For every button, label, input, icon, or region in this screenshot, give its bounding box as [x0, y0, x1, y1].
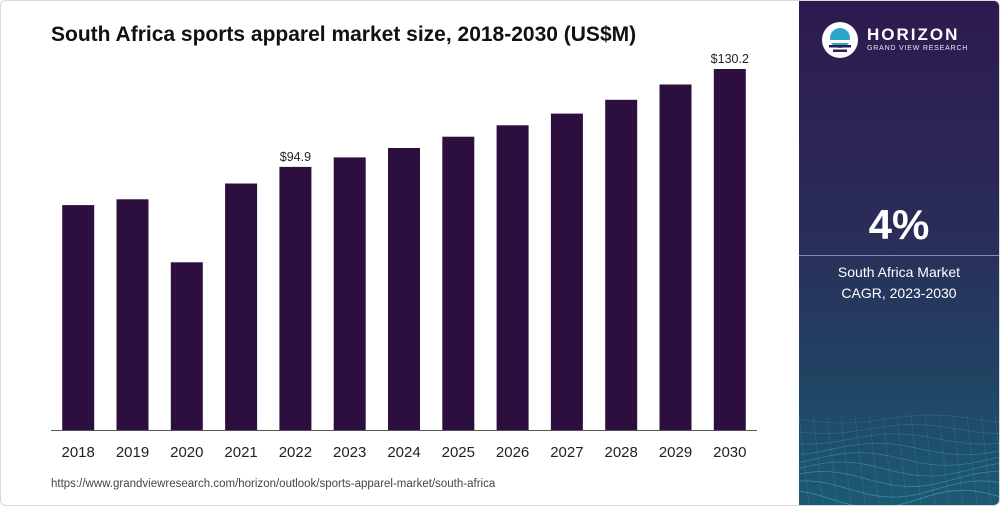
- x-tick-label: 2026: [496, 444, 529, 461]
- mesh-line: [799, 423, 999, 435]
- horizon-logo[interactable]: HORIZON GRAND VIEW RESEARCH: [821, 21, 968, 59]
- mesh-line: [994, 414, 999, 455]
- bar-2021: [225, 183, 258, 430]
- bar-2019: [116, 199, 149, 430]
- x-tick-label: 2023: [333, 444, 366, 461]
- chart-title: South Africa sports apparel market size,…: [51, 23, 637, 46]
- brand-tagline: GRAND VIEW RESEARCH: [867, 45, 969, 52]
- cagr-label-line1: South Africa Market: [837, 264, 961, 280]
- bar-2024: [388, 148, 420, 430]
- divider: [799, 255, 999, 256]
- mesh-line: [826, 414, 838, 505]
- x-tick-label: 2030: [713, 444, 746, 461]
- horizon-logo-icon: [822, 22, 858, 58]
- mesh-line: [799, 433, 999, 445]
- x-tick-label: 2018: [62, 444, 95, 461]
- bar-2026: [496, 125, 529, 431]
- x-tick-label: 2019: [116, 444, 149, 461]
- x-tick-label: 2024: [387, 444, 420, 461]
- mesh-line: [924, 414, 936, 505]
- mesh-line: [799, 489, 999, 505]
- bar-2028: [605, 99, 638, 431]
- bar-2027: [550, 113, 583, 430]
- bar-chart: 2018 2019 2020 2021 2022 $94.9 2023 2024 2025 202…: [51, 52, 757, 461]
- bar-2023: [333, 157, 366, 430]
- brand-name: HORIZON: [867, 25, 960, 44]
- mesh-line: [812, 414, 824, 505]
- mesh-line: [896, 414, 908, 505]
- mesh-line: [799, 471, 999, 488]
- bar-2029: [659, 84, 692, 430]
- cagr-label-line2: CAGR, 2023-2030: [841, 285, 957, 301]
- mesh-line: [952, 414, 964, 505]
- x-tick-label: 2028: [605, 444, 638, 461]
- mesh-line: [854, 414, 866, 505]
- data-label: $94.9: [280, 150, 311, 164]
- source-link[interactable]: https://www.grandviewresearch.com/horizo…: [51, 478, 496, 490]
- mesh-line: [799, 480, 999, 498]
- mesh-line: [966, 414, 978, 505]
- mesh-line: [799, 461, 999, 477]
- bar-2020: [170, 262, 203, 430]
- bar-2025: [442, 136, 475, 430]
- bar-2018: [62, 205, 95, 430]
- mesh-line: [980, 414, 992, 505]
- bar-2022: [279, 166, 312, 430]
- mesh-line: [799, 442, 999, 456]
- x-tick-label: 2027: [550, 444, 583, 461]
- bar-2030: [713, 69, 746, 430]
- x-tick-label: 2025: [442, 444, 475, 461]
- x-tick-label: 2021: [224, 444, 257, 461]
- mesh-line: [799, 414, 810, 505]
- x-tick-label: 2020: [170, 444, 203, 461]
- mesh-line: [799, 414, 999, 424]
- decorative-wave-mesh: [799, 414, 999, 505]
- mesh-line: [910, 414, 922, 505]
- x-tick-label: 2029: [659, 444, 692, 461]
- cagr-label: South Africa Market CAGR, 2023-2030: [799, 262, 999, 304]
- x-tick-label: 2022: [279, 444, 312, 461]
- mesh-line: [868, 414, 880, 505]
- mesh-line: [938, 414, 950, 505]
- sidebar-panel: HORIZON GRAND VIEW RESEARCH 4% South Afr…: [799, 1, 999, 505]
- mesh-line: [840, 414, 852, 505]
- mesh-line: [799, 452, 999, 466]
- data-label: $130.2: [711, 52, 749, 66]
- mesh-line: [882, 414, 894, 505]
- cagr-value: 4%: [868, 201, 930, 248]
